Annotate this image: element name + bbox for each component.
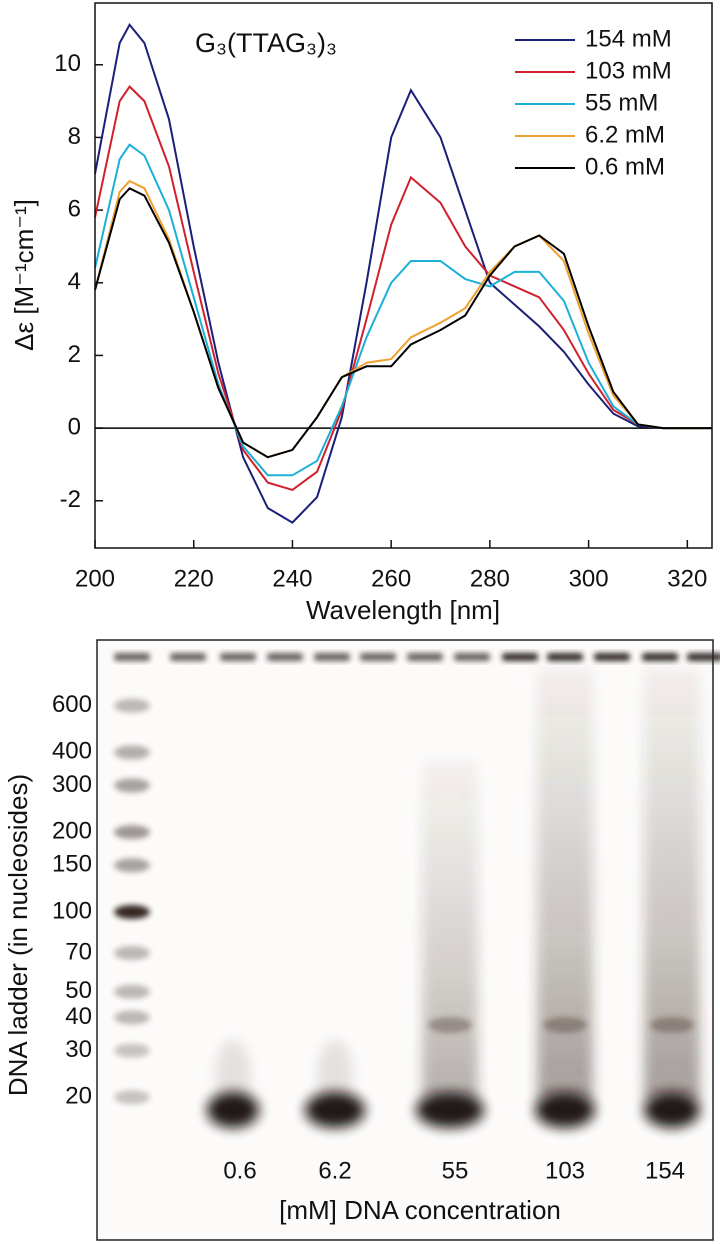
y-tick-label: 0 <box>68 413 81 440</box>
gel-smear-band <box>543 1017 587 1033</box>
gel-smear <box>422 760 478 1100</box>
chart-title: G₃(TTAG₃)₃ <box>195 28 337 58</box>
y-tick-label: 100 <box>52 897 92 924</box>
lane-label: 154 <box>645 1157 685 1184</box>
y-tick-label: 20 <box>65 1083 92 1110</box>
series-line <box>94 187 712 459</box>
series-line <box>94 85 712 492</box>
gel-well <box>454 653 490 661</box>
lane-label: 0.6 <box>223 1157 256 1184</box>
gel-well <box>594 653 630 661</box>
series-line <box>94 23 712 524</box>
y-tick-label: 4 <box>68 268 81 295</box>
gel-well <box>547 653 583 661</box>
ladder-band <box>114 745 150 760</box>
gel-well <box>314 653 350 661</box>
gel-well <box>220 653 256 661</box>
y-tick-label: 6 <box>68 195 81 222</box>
ladder-band <box>114 858 150 873</box>
x-axis-label: Wavelength [nm] <box>306 595 500 625</box>
legend-label: 154 mM <box>585 25 672 52</box>
gel-y-label: DNA ladder (in nucleosides) <box>3 774 33 1096</box>
legend-label: 6.2 mM <box>585 121 665 148</box>
y-tick-label: 600 <box>52 691 92 718</box>
y-tick-label: 2 <box>68 341 81 368</box>
gel-band <box>416 1092 484 1128</box>
gel-well <box>360 653 396 661</box>
plot-frame <box>94 2 713 549</box>
y-tick-label: 8 <box>68 123 81 150</box>
legend-label: 103 mM <box>585 57 672 84</box>
ladder-band <box>114 825 150 840</box>
gel-smear-band <box>428 1017 472 1033</box>
gel-faint-smear <box>317 1040 353 1110</box>
gel-frame <box>96 639 714 1241</box>
gel-band <box>644 1092 700 1128</box>
x-tick-label: 280 <box>470 565 510 592</box>
gel-smear-band <box>650 1017 694 1033</box>
y-tick-label: 40 <box>65 1003 92 1030</box>
x-tick-label: 240 <box>272 565 312 592</box>
gel-well <box>407 653 443 661</box>
y-tick-label: 150 <box>52 851 92 878</box>
gel-x-label: [mM] DNA concentration <box>279 1195 561 1225</box>
ladder-band <box>114 778 150 793</box>
y-tick-label: 10 <box>54 50 81 77</box>
gel-well <box>114 653 150 661</box>
gel-smear <box>644 668 700 1100</box>
gel-well <box>642 653 678 661</box>
gel-faint-smear <box>215 1040 251 1110</box>
ladder-band <box>114 984 150 999</box>
gel-smear <box>537 668 593 1100</box>
ladder-band <box>114 1043 150 1058</box>
y-tick-label: 50 <box>65 977 92 1004</box>
x-tick-label: 300 <box>569 565 609 592</box>
x-tick-label: 260 <box>371 565 411 592</box>
gel-well <box>687 653 720 661</box>
gel-band <box>535 1092 595 1128</box>
ladder-band <box>114 1090 150 1105</box>
y-tick-label: 30 <box>65 1036 92 1063</box>
ladder-band <box>114 904 150 919</box>
ladder-band <box>114 946 150 961</box>
series-line <box>94 143 712 477</box>
gel-well <box>267 653 303 661</box>
lane-label: 103 <box>545 1157 585 1184</box>
legend-label: 0.6 mM <box>585 153 665 180</box>
gel-well <box>170 653 206 661</box>
y-tick-label: -2 <box>60 486 81 513</box>
ladder-band <box>114 1010 150 1025</box>
x-tick-label: 320 <box>667 565 707 592</box>
x-tick-label: 200 <box>75 565 115 592</box>
ladder-band <box>114 698 150 713</box>
lane-label: 6.2 <box>318 1157 351 1184</box>
y-tick-label: 70 <box>65 938 92 965</box>
y-tick-label: 200 <box>52 818 92 845</box>
legend-label: 55 mM <box>585 89 658 116</box>
y-tick-label: 400 <box>52 738 92 765</box>
gel-band <box>207 1092 259 1128</box>
x-tick-label: 220 <box>174 565 214 592</box>
gel-well <box>502 653 538 661</box>
lane-label: 55 <box>442 1157 469 1184</box>
y-tick-label: 300 <box>52 771 92 798</box>
gel-band <box>305 1092 365 1128</box>
y-axis-label: Δε [M⁻¹cm⁻¹] <box>9 199 39 351</box>
